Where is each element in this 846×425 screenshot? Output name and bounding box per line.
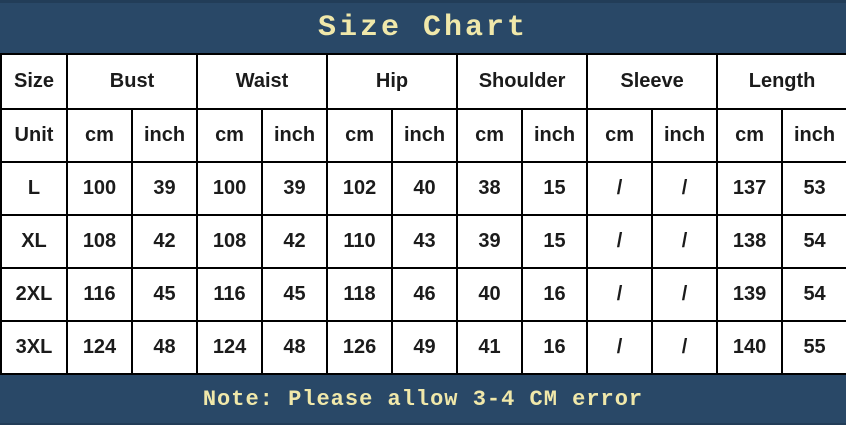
table-cell: 100 <box>66 161 133 216</box>
table-cell: 126 <box>326 320 394 375</box>
unit-cell-inch: inch <box>781 108 846 163</box>
table-cell: 15 <box>521 161 589 216</box>
table-header-row: Size Bust Waist Hip Shoulder Sleeve Leng… <box>0 53 846 110</box>
table-cell: 55 <box>781 320 846 375</box>
unit-cell-inch: inch <box>130 108 199 163</box>
table-cell: / <box>586 320 654 375</box>
table-cell: 48 <box>130 320 199 375</box>
header-sleeve: Sleeve <box>586 53 719 110</box>
unit-cell-inch: inch <box>651 108 719 163</box>
table-cell: / <box>586 161 654 216</box>
unit-cell-cm: cm <box>196 108 264 163</box>
footer-note: Note: Please allow 3-4 CM error <box>202 386 644 412</box>
table-cell: 48 <box>261 320 329 375</box>
table-cell: 137 <box>716 161 784 216</box>
table-cell: 124 <box>196 320 264 375</box>
table-cell: / <box>651 161 719 216</box>
header-bust: Bust <box>65 53 199 110</box>
header-length: Length <box>716 53 846 110</box>
unit-cell-inch: inch <box>261 108 329 163</box>
table-cell: 16 <box>521 320 589 375</box>
table-cell: 102 <box>326 161 394 216</box>
table-cell: 45 <box>261 267 329 322</box>
table-cell: 42 <box>261 214 329 269</box>
footer-banner: Note: Please allow 3-4 CM error <box>0 375 846 425</box>
table-cell: 15 <box>521 214 589 269</box>
table-cell: / <box>586 214 654 269</box>
table-cell: / <box>651 267 719 322</box>
table-row: XL 108 42 108 42 110 43 39 15 / / 138 54 <box>0 214 846 269</box>
table-cell: / <box>586 267 654 322</box>
table-cell: / <box>651 320 719 375</box>
table-cell: 140 <box>716 320 784 375</box>
header-waist: Waist <box>196 53 329 110</box>
table-cell: 39 <box>456 214 524 269</box>
table-cell: 54 <box>781 214 846 269</box>
table-cell: 100 <box>196 161 264 216</box>
unit-cell-cm: cm <box>456 108 524 163</box>
unit-label: Unit <box>0 108 68 163</box>
table-cell: 40 <box>391 161 459 216</box>
size-label: 2XL <box>0 267 68 322</box>
table-cell: 46 <box>391 267 459 322</box>
table-cell: 40 <box>456 267 524 322</box>
table-row: L 100 39 100 39 102 40 38 15 / / 137 53 <box>0 161 846 216</box>
unit-cell-cm: cm <box>66 108 133 163</box>
table-cell: 38 <box>456 161 524 216</box>
table-cell: 108 <box>66 214 133 269</box>
table-cell: 108 <box>196 214 264 269</box>
table-row: 2XL 116 45 116 45 118 46 40 16 / / 139 5… <box>0 267 846 322</box>
table-cell: 116 <box>196 267 264 322</box>
table-cell: 45 <box>130 267 199 322</box>
size-chart-table: Size Bust Waist Hip Shoulder Sleeve Leng… <box>0 53 846 375</box>
table-cell: / <box>651 214 719 269</box>
unit-cell-inch: inch <box>391 108 459 163</box>
table-cell: 42 <box>130 214 199 269</box>
table-row: 3XL 124 48 124 48 126 49 41 16 / / 140 5… <box>0 320 846 375</box>
unit-cell-inch: inch <box>521 108 589 163</box>
table-cell: 41 <box>456 320 524 375</box>
table-cell: 139 <box>716 267 784 322</box>
unit-cell-cm: cm <box>716 108 784 163</box>
page-title: Size Chart <box>317 11 529 45</box>
table-cell: 124 <box>66 320 133 375</box>
unit-cell-cm: cm <box>326 108 394 163</box>
table-cell: 16 <box>521 267 589 322</box>
header-size: Size <box>0 53 68 110</box>
table-cell: 49 <box>391 320 459 375</box>
table-cell: 110 <box>326 214 394 269</box>
size-label: 3XL <box>0 320 68 375</box>
table-cell: 43 <box>391 214 459 269</box>
table-cell: 39 <box>261 161 329 216</box>
header-banner: Size Chart <box>0 0 846 53</box>
size-label: L <box>0 161 68 216</box>
table-cell: 54 <box>781 267 846 322</box>
header-hip: Hip <box>326 53 459 110</box>
table-cell: 118 <box>326 267 394 322</box>
table-cell: 116 <box>66 267 133 322</box>
header-shoulder: Shoulder <box>456 53 589 110</box>
table-cell: 53 <box>781 161 846 216</box>
unit-cell-cm: cm <box>586 108 654 163</box>
table-unit-row: Unit cm inch cm inch cm inch cm inch cm … <box>0 108 846 163</box>
table-cell: 39 <box>130 161 199 216</box>
size-label: XL <box>0 214 68 269</box>
table-cell: 138 <box>716 214 784 269</box>
